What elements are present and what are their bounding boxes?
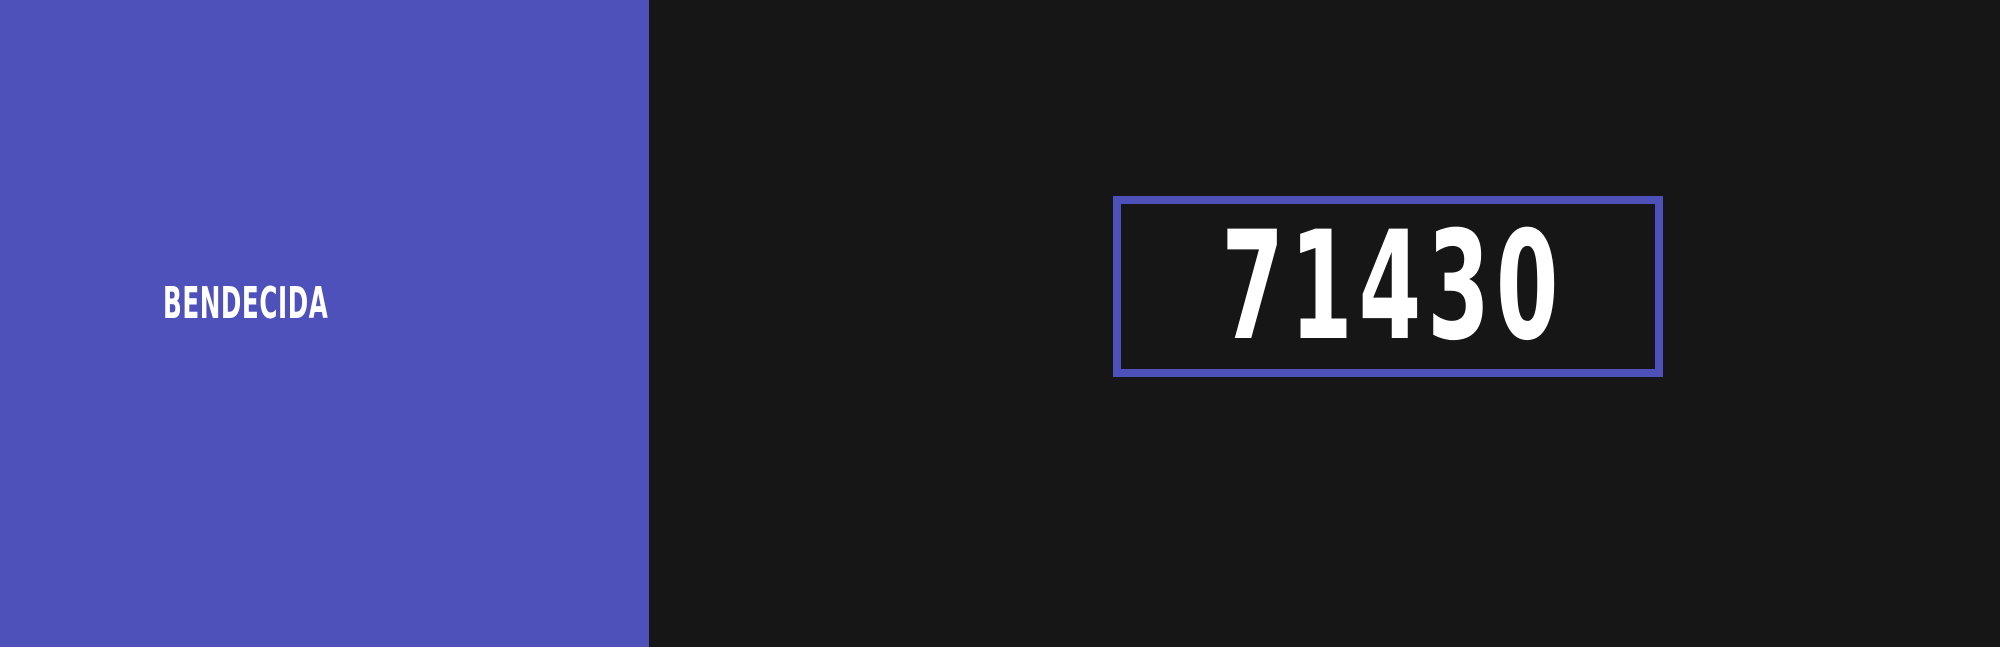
number-frame: 71430 bbox=[1113, 196, 1663, 377]
number-display: 71430 bbox=[1221, 199, 1565, 374]
left-color-panel: BENDECIDA bbox=[0, 0, 649, 647]
right-dark-panel: 71430 bbox=[649, 0, 2000, 647]
label-text: BENDECIDA bbox=[163, 278, 329, 329]
